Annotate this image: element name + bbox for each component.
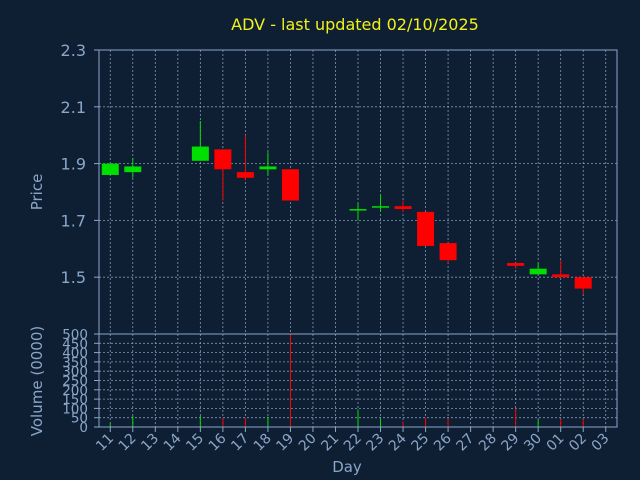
volume-panel-frame <box>98 333 618 428</box>
candle-16 <box>214 149 232 201</box>
candle-body <box>259 166 277 170</box>
price-tick-label: 1.9 <box>61 155 86 174</box>
x-tick-label: 18 <box>251 431 275 455</box>
x-tick-label: 21 <box>318 431 342 455</box>
x-tick-label: 15 <box>183 431 207 455</box>
x-tick-label: 11 <box>93 431 117 455</box>
candle-30 <box>529 263 547 275</box>
price-tick-label: 1.5 <box>61 268 86 287</box>
volume-tick-label: 200 <box>62 383 88 399</box>
price-tick-label: 1.7 <box>61 211 86 230</box>
candle-body <box>574 277 592 289</box>
x-tick-label: 27 <box>454 431 478 455</box>
volume-tick-label: 450 <box>62 336 88 352</box>
volume-tick-label: 150 <box>62 392 88 408</box>
x-tick-label: 28 <box>476 431 500 455</box>
price-ticks: 2.3 2.1 1.9 1.7 1.5 <box>61 41 99 287</box>
x-tick-label: 13 <box>138 431 162 455</box>
candle-body <box>439 243 457 261</box>
x-tick-label: 01 <box>544 431 568 455</box>
volume-tick-label: 250 <box>62 374 88 390</box>
volume-tick-label: 400 <box>62 346 88 362</box>
candle-body <box>394 206 412 210</box>
candle-25 <box>417 211 435 246</box>
x-ticks: 1112131415161718192021222324252627282930… <box>93 427 613 455</box>
x-tick-label: 23 <box>363 431 387 455</box>
x-tick-label: 16 <box>206 430 230 454</box>
x-tick-label: 12 <box>116 431 140 455</box>
candle-23 <box>372 194 390 212</box>
candle-body <box>191 146 209 161</box>
volume-tick-label: 350 <box>62 355 88 371</box>
candle-body <box>507 263 525 266</box>
volume-axis-label: Volume (0000) <box>28 326 46 436</box>
price-tick-label: 2.1 <box>61 98 86 117</box>
candle-body <box>417 211 435 246</box>
candle-02 <box>574 277 592 295</box>
candle-body <box>552 274 570 278</box>
x-tick-label: 20 <box>296 431 320 455</box>
candle-29 <box>507 263 525 269</box>
x-tick-label: 29 <box>499 431 523 455</box>
x-tick-label: 17 <box>228 431 252 455</box>
volume-tick-label: 50 <box>71 411 88 427</box>
candle-12 <box>124 157 142 178</box>
x-tick-label: 30 <box>521 431 545 455</box>
candle-body <box>529 268 547 275</box>
volume-tick-label: 500 <box>62 327 88 343</box>
x-tick-label: 03 <box>589 431 613 455</box>
candle-24 <box>394 200 412 212</box>
candle-body <box>281 169 299 201</box>
candle-body <box>214 149 232 170</box>
candles <box>101 121 592 295</box>
candle-11 <box>101 163 119 175</box>
volume-tick-label: 100 <box>62 401 88 417</box>
candle-19 <box>281 169 299 201</box>
candle-body <box>101 163 119 175</box>
candle-body <box>372 206 390 208</box>
candle-26 <box>439 243 457 263</box>
candle-15 <box>191 121 209 161</box>
volume-bars <box>109 334 584 427</box>
x-tick-label: 26 <box>431 430 455 454</box>
price-axis-label: Price <box>28 174 46 211</box>
x-tick-label: 24 <box>386 430 410 454</box>
candle-17 <box>236 135 254 181</box>
chart-title: ADV - last updated 02/10/2025 <box>231 15 479 34</box>
volume-tick-label: 300 <box>62 364 88 380</box>
x-tick-label: 02 <box>566 431 590 455</box>
candle-body <box>124 166 142 173</box>
price-grid <box>99 49 617 334</box>
volume-tick-label: 0 <box>79 420 88 436</box>
x-tick-label: 19 <box>273 431 297 455</box>
candle-18 <box>259 152 277 175</box>
candle-22 <box>349 203 367 221</box>
candle-01 <box>552 260 570 278</box>
x-tick-label: 25 <box>408 431 432 455</box>
x-tick-label: 14 <box>161 430 185 454</box>
candle-body <box>349 209 367 211</box>
candle-body <box>236 172 254 178</box>
x-axis-label: Day <box>332 458 362 476</box>
price-tick-label: 2.3 <box>61 41 86 60</box>
x-tick-label: 22 <box>341 431 365 455</box>
